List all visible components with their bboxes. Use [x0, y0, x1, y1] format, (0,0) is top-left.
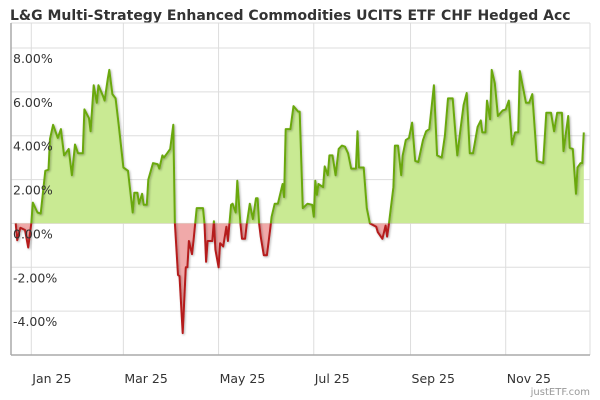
axes: [10, 23, 590, 356]
area-fills: [15, 69, 584, 334]
x-tick-label: Nov 25: [507, 371, 551, 386]
y-tick-label: 4.00%: [13, 139, 53, 154]
y-tick-label: 2.00%: [13, 183, 53, 198]
x-tick-label: Mar 25: [124, 371, 167, 386]
positive-line: [15, 68, 585, 224]
x-axis-labels: Jan 25 Mar 25 May 25 Jul 25 Sep 25 Nov 25: [31, 371, 551, 386]
y-tick-label: -4.00%: [13, 314, 57, 329]
y-tick-label: 6.00%: [13, 95, 53, 110]
y-tick-label: -2.00%: [13, 270, 57, 285]
y-axis-labels: 8.00% 6.00% 4.00% 2.00% 0.00% -2.00% -4.00%: [13, 51, 57, 329]
x-tick-label: Jan 25: [31, 371, 71, 386]
y-tick-label: 0.00%: [13, 226, 53, 241]
x-tick-label: Jul 25: [314, 371, 350, 386]
y-tick-label: 8.00%: [13, 51, 53, 66]
credit-label: justETF.com: [530, 387, 590, 398]
series-lines: [14, 68, 585, 335]
x-tick-label: May 25: [220, 371, 266, 386]
chart-title: L&G Multi-Strategy Enhanced Commodities …: [10, 8, 571, 24]
x-tick-label: Sep 25: [412, 371, 455, 386]
positive-area: [15, 69, 584, 224]
